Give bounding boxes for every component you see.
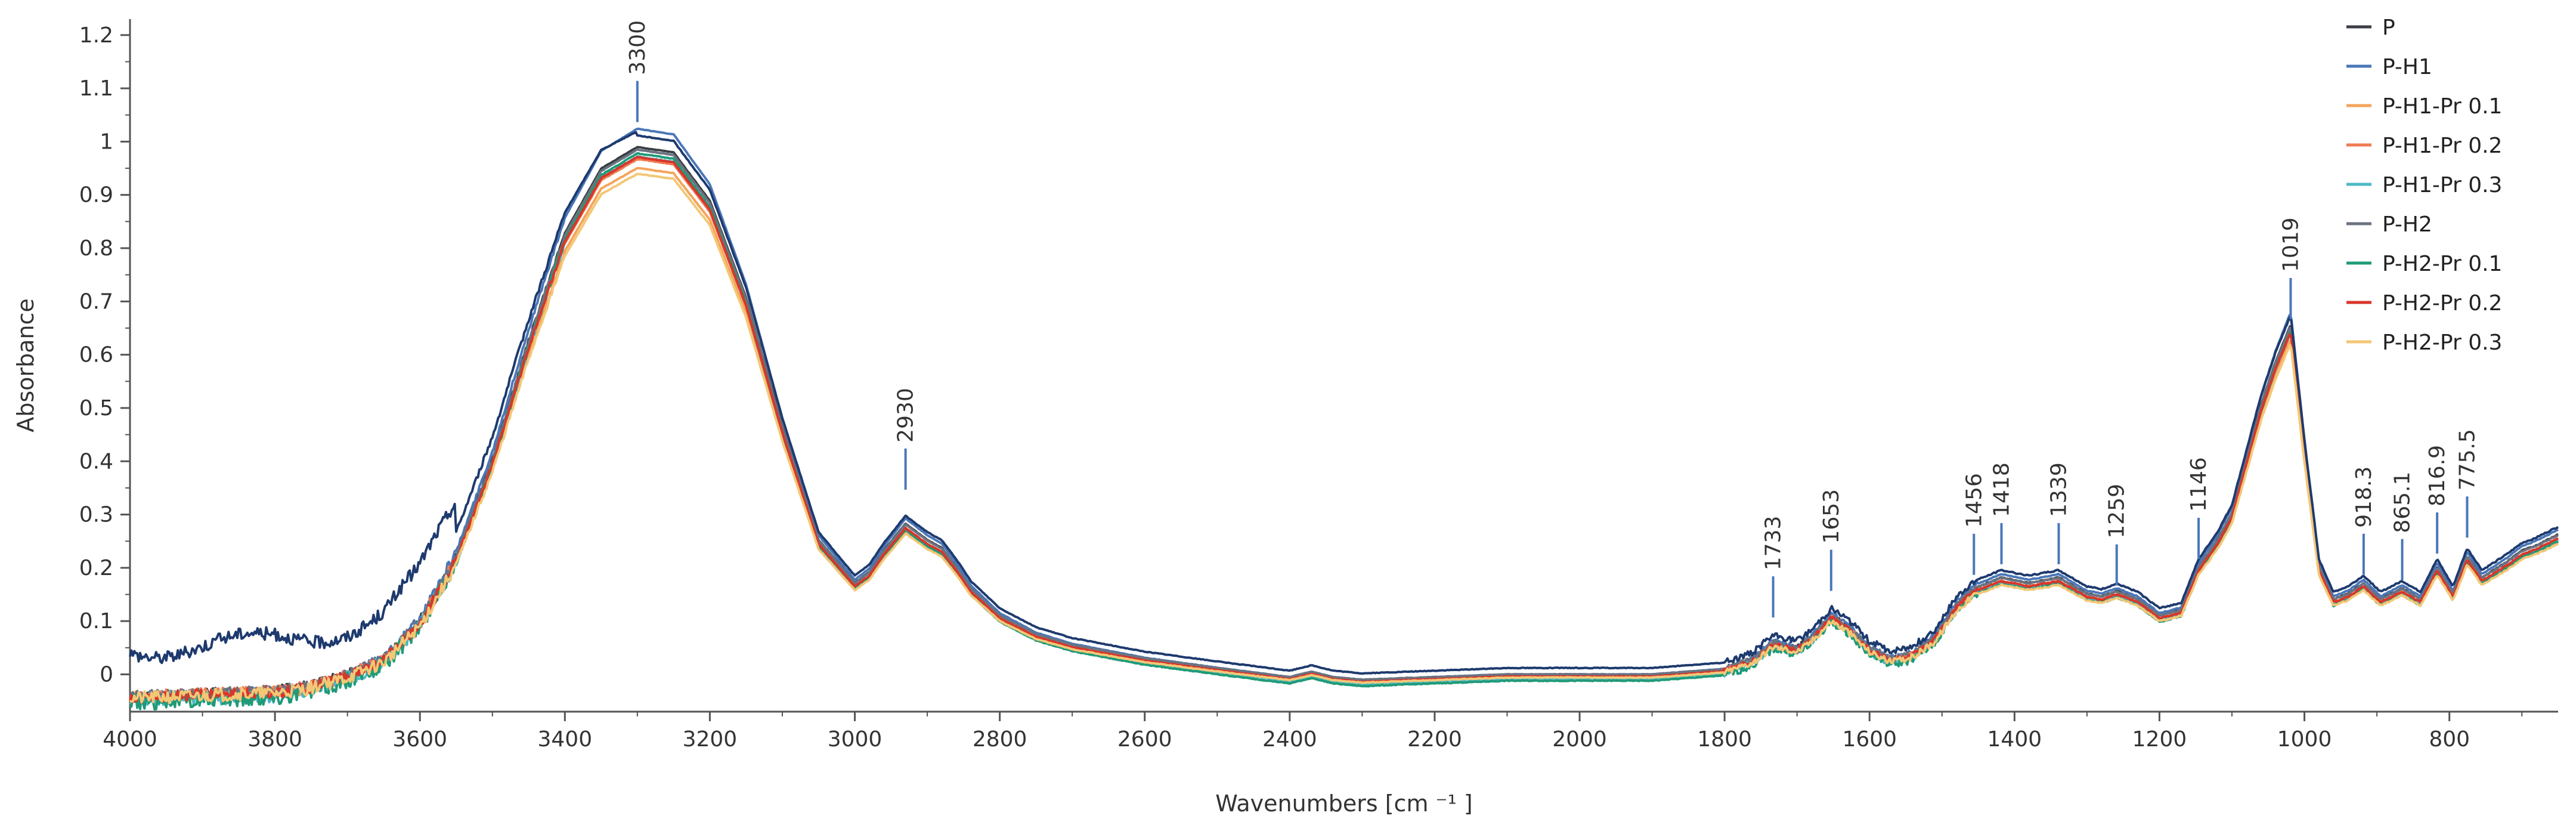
legend-label: P-H1-Pr 0.3: [2382, 173, 2502, 197]
peak-label: 3300: [626, 20, 650, 75]
series-line-10: [129, 131, 2559, 675]
y-tick-label: 0.1: [79, 609, 113, 634]
series-line-9: [129, 172, 2559, 705]
peak-label: 816.9: [2425, 445, 2450, 506]
x-tick-label: 2400: [1262, 727, 1317, 752]
peak-label: 1733: [1761, 516, 1786, 571]
x-tick-label: 1600: [1842, 727, 1897, 752]
y-tick-label: 1: [100, 129, 113, 154]
legend-label: P-H2-Pr 0.1: [2382, 252, 2502, 276]
y-tick-label: 0.3: [79, 503, 113, 527]
peak-label: 775.5: [2455, 429, 2479, 490]
y-tick-label: 0.7: [79, 289, 113, 314]
y-tick-label: 0.6: [79, 343, 113, 367]
y-axis-title: Absorbance: [13, 298, 39, 432]
x-tick-label: 1800: [1697, 727, 1752, 752]
y-tick-label: 1.2: [79, 23, 113, 48]
peak-label: 1019: [2278, 217, 2303, 272]
legend-label: P: [2382, 16, 2395, 40]
y-tick-label: 1.1: [79, 76, 113, 101]
x-tick-label: 1200: [2132, 727, 2187, 752]
peak-label: 865.1: [2391, 472, 2415, 533]
peak-label: 1418: [1989, 462, 2014, 517]
peak-label: 2930: [894, 388, 918, 443]
x-tick-label: 1400: [1987, 727, 2042, 752]
y-tick-label: 0.4: [79, 449, 113, 474]
x-tick-label: 4000: [103, 727, 157, 752]
x-tick-label: 2000: [1552, 727, 1607, 752]
peak-label: 1259: [2105, 484, 2129, 539]
legend-label: P-H1: [2382, 55, 2432, 79]
peak-label: 1456: [1962, 473, 1986, 528]
x-tick-label: 3600: [392, 727, 447, 752]
x-tick-label: 800: [2429, 727, 2470, 752]
legend-label: P-H1-Pr 0.1: [2382, 94, 2502, 119]
peak-label: 1146: [2187, 457, 2211, 512]
series-line-2: [129, 127, 2559, 702]
x-axis-title: Wavenumbers [cm ⁻¹ ]: [1215, 790, 1473, 817]
y-tick-label: 0: [100, 662, 113, 687]
series-line-6: [129, 148, 2559, 701]
legend-label: P-H1-Pr 0.2: [2382, 134, 2502, 158]
peak-label: 918.3: [2352, 466, 2376, 528]
series-line-3: [129, 166, 2559, 705]
x-tick-label: 2600: [1117, 727, 1172, 752]
x-tick-label: 2800: [973, 727, 1027, 752]
x-tick-label: 3200: [683, 727, 738, 752]
y-tick-label: 0.2: [79, 556, 113, 580]
y-tick-label: 0.8: [79, 236, 113, 261]
y-tick-label: 0.5: [79, 396, 113, 421]
x-tick-label: 2200: [1407, 727, 1462, 752]
peak-label: 1653: [1819, 489, 1844, 544]
peak-label: 1339: [2047, 462, 2072, 517]
legend-label: P-H2: [2382, 212, 2432, 237]
x-tick-label: 1000: [2277, 727, 2332, 752]
legend-label: P-H2-Pr 0.2: [2382, 291, 2502, 316]
x-tick-label: 3800: [247, 727, 302, 752]
x-tick-label: 3000: [828, 727, 883, 752]
legend-label: P-H2-Pr 0.3: [2382, 330, 2502, 355]
y-tick-label: 0.9: [79, 183, 113, 208]
series-line-1: [129, 146, 2559, 702]
x-tick-label: 3400: [538, 727, 593, 752]
